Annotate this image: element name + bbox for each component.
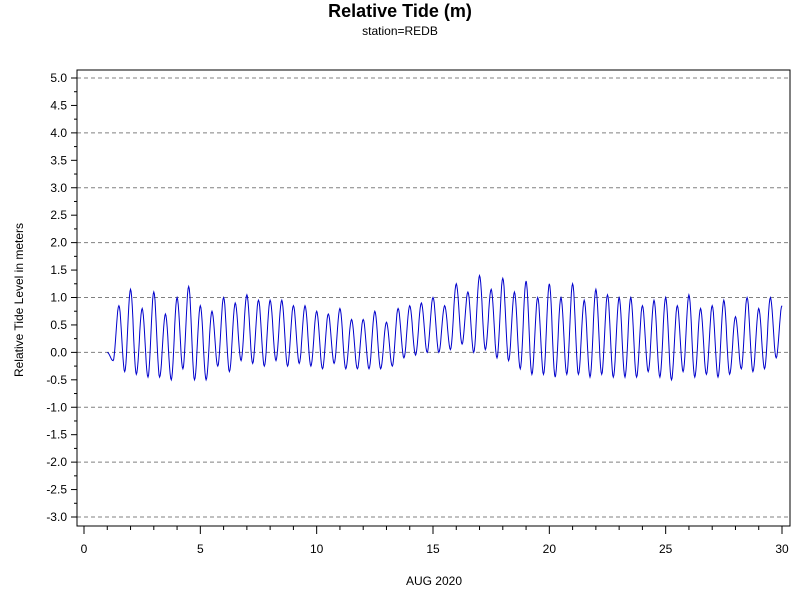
x-tick-label: 5 bbox=[197, 542, 204, 556]
tide-series-line bbox=[107, 273, 783, 382]
x-tick-label: 0 bbox=[81, 542, 88, 556]
x-tick-label: 15 bbox=[426, 542, 440, 556]
y-tick-label: -2.5 bbox=[46, 483, 67, 497]
y-tick-label: -2.0 bbox=[46, 455, 67, 469]
x-tick-label: 30 bbox=[775, 542, 789, 556]
y-tick-label: 3.5 bbox=[50, 153, 67, 167]
y-tick-label: 5.0 bbox=[50, 71, 67, 85]
x-tick-label: 25 bbox=[659, 542, 673, 556]
x-axis: 0 5 10 15 20 25 30 bbox=[81, 526, 789, 556]
series-layer bbox=[107, 273, 783, 382]
y-tick-label: -3.0 bbox=[46, 510, 67, 524]
x-tick-label: 10 bbox=[310, 542, 324, 556]
y-tick-label: 1.5 bbox=[50, 263, 67, 277]
y-tick-label: 1.0 bbox=[50, 291, 67, 305]
y-tick-label: 0.5 bbox=[50, 318, 67, 332]
y-axis: 5.0 4.5 4.0 3.5 3.0 2.5 2.0 1.5 1.0 0.5 0.0 -0.5 -1.… bbox=[46, 71, 77, 524]
y-tick-label: 2.0 bbox=[50, 236, 67, 250]
chart-subtitle: station=REDB bbox=[362, 24, 438, 38]
y-tick-label: -1.5 bbox=[46, 428, 67, 442]
y-tick-label: 4.5 bbox=[50, 98, 67, 112]
x-tick-label: 20 bbox=[543, 542, 557, 556]
y-tick-label: -1.0 bbox=[46, 400, 67, 414]
x-axis-label: AUG 2020 bbox=[405, 574, 463, 588]
y-tick-label: 3.0 bbox=[50, 181, 67, 195]
y-tick-label: 0.0 bbox=[50, 345, 67, 359]
y-tick-label: 4.0 bbox=[50, 126, 67, 140]
chart-title: Relative Tide (m) bbox=[328, 1, 472, 21]
y-tick-label: 2.5 bbox=[50, 208, 67, 222]
y-tick-label: -0.5 bbox=[46, 373, 67, 387]
